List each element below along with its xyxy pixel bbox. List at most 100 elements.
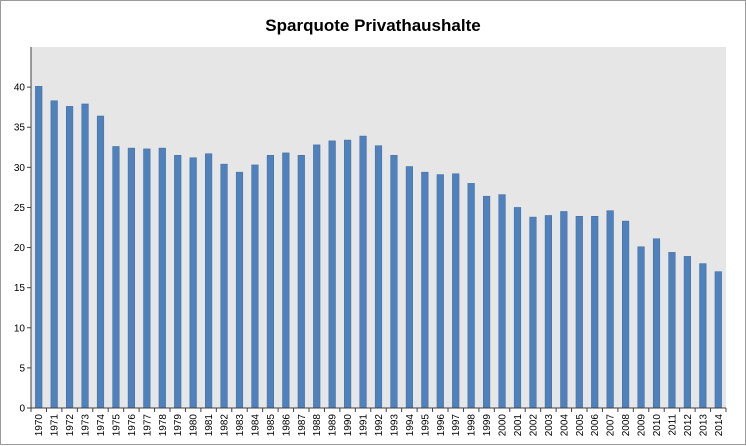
bar-2004 (560, 211, 568, 409)
x-tick-label: 1993 (389, 414, 400, 437)
x-tick-label: 1984 (250, 414, 261, 437)
bar-1980 (189, 157, 197, 409)
bar-1994 (405, 166, 413, 409)
y-tick-label: 25 (14, 203, 26, 214)
y-tick-label: 30 (14, 163, 26, 174)
bar-2000 (498, 194, 506, 409)
x-tick-label: 2000 (498, 414, 509, 437)
x-tick-label: 1990 (343, 414, 354, 437)
bar-2008 (622, 220, 630, 409)
x-tick-label: 1973 (81, 414, 92, 437)
chart-title: Sparquote Privathaushalte (265, 16, 480, 35)
x-tick-label: 1995 (420, 414, 431, 437)
bar-1982 (220, 163, 228, 409)
x-tick-label: 1982 (220, 414, 231, 437)
bar-1986 (282, 152, 290, 409)
x-tick-label: 2014 (714, 414, 725, 437)
x-tick-label: 2009 (637, 414, 648, 437)
x-tick-label: 2013 (698, 414, 709, 437)
y-tick-label: 40 (14, 83, 26, 94)
bar-1985 (266, 155, 274, 409)
bar-1978 (158, 147, 166, 409)
bar-1979 (174, 155, 182, 409)
bar-1983 (235, 171, 244, 409)
bar-1999 (483, 195, 491, 409)
bar-1988 (313, 144, 321, 409)
x-tick-label: 2001 (513, 414, 524, 437)
x-tick-label: 1978 (158, 414, 169, 437)
bar-1970 (35, 86, 43, 409)
x-tick-label: 1985 (266, 414, 277, 437)
bar-1973 (81, 103, 89, 409)
x-tick-label: 1992 (374, 414, 385, 437)
x-tick-label: 2005 (575, 414, 586, 437)
y-tick-label: 15 (14, 283, 26, 294)
x-tick-label: 1994 (405, 414, 416, 437)
x-tick-label: 1976 (127, 414, 138, 437)
x-tick-label: 1979 (173, 414, 184, 437)
y-tick-label: 35 (14, 123, 26, 134)
x-tick-label: 2007 (606, 414, 617, 437)
x-tick-label: 1989 (328, 414, 339, 437)
bar-1990 (344, 139, 352, 409)
x-tick-label: 1977 (142, 414, 153, 437)
bar-2014 (714, 271, 722, 409)
bar-1993 (390, 155, 398, 409)
bar-2007 (606, 210, 614, 409)
x-tick-label: 2010 (652, 414, 663, 437)
bar-1972 (66, 106, 74, 409)
x-tick-label: 1974 (96, 414, 107, 437)
bar-1998 (467, 183, 475, 409)
bar-1977 (143, 148, 151, 409)
x-tick-label: 2008 (621, 414, 632, 437)
bar-1991 (359, 135, 367, 409)
bar-1971 (50, 100, 58, 409)
bar-1984 (251, 164, 259, 409)
bar-1976 (127, 147, 135, 409)
x-tick-label: 2012 (683, 414, 694, 437)
bar-1995 (421, 171, 429, 409)
x-tick-label: 1971 (50, 414, 61, 437)
y-tick-label: 5 (19, 363, 25, 374)
bar-1989 (328, 140, 336, 409)
bar-2013 (699, 263, 707, 409)
bar-2002 (529, 216, 537, 409)
x-tick-label: 1983 (235, 414, 246, 437)
bar-2006 (591, 216, 599, 409)
bar-2011 (668, 252, 676, 409)
bar-1974 (96, 115, 105, 409)
bar-1997 (452, 173, 460, 409)
bar-2003 (544, 215, 552, 409)
x-tick-label: 2004 (559, 414, 570, 437)
bar-2009 (637, 246, 645, 409)
x-tick-label: 1999 (482, 414, 493, 437)
bar-1992 (374, 145, 383, 409)
bar-2012 (683, 256, 691, 409)
x-tick-label: 1986 (281, 414, 292, 437)
x-tick-label: 2011 (667, 414, 678, 436)
x-tick-label: 1980 (189, 414, 200, 437)
y-tick-label: 0 (19, 404, 25, 415)
x-tick-label: 2006 (590, 414, 601, 437)
bar-2010 (652, 238, 661, 409)
x-tick-label: 1975 (111, 414, 122, 437)
bar-2005 (575, 216, 583, 409)
x-tick-label: 1970 (34, 414, 45, 437)
x-tick-label: 2002 (528, 414, 539, 437)
x-tick-label: 1981 (204, 414, 215, 437)
x-tick-label: 1996 (436, 414, 447, 437)
x-axis-ticks: 1970 1971 1972 1973 1974 1975 1976 1977 1978 1979… (30, 408, 727, 437)
x-tick-label: 1991 (359, 414, 370, 437)
x-tick-label: 1997 (451, 414, 462, 437)
x-tick-label: 1998 (467, 414, 478, 437)
y-axis-ticks: 0 5 10 15 20 25 30 35 40 (14, 83, 31, 415)
bar-1996 (436, 174, 444, 409)
x-tick-label: 2003 (544, 414, 555, 437)
x-tick-label: 1988 (312, 414, 323, 437)
x-tick-label: 1972 (65, 414, 76, 437)
y-tick-label: 10 (14, 323, 26, 334)
bar-2001 (513, 207, 522, 409)
y-tick-label: 20 (14, 243, 26, 254)
